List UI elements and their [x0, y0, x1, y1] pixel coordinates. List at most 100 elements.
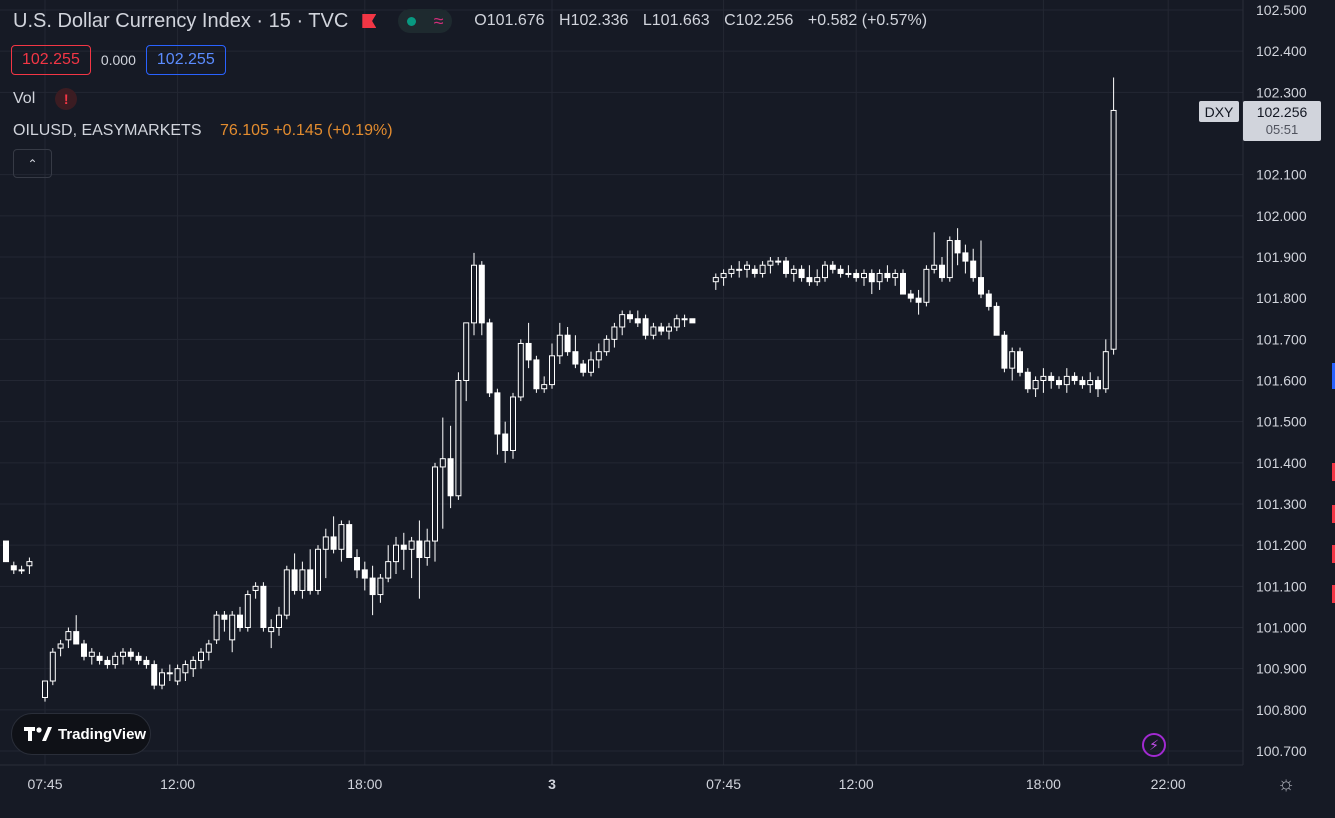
candle-body [268, 627, 275, 633]
ohlc-low: L101.663 [642, 12, 710, 29]
candle [1079, 376, 1086, 389]
time-axis[interactable]: 07:45 12:00 18:00 3 07:45 12:00 18:00 22:00 [0, 764, 1243, 792]
candle-body [1102, 351, 1109, 390]
candle-body [307, 569, 314, 591]
price-tick-label: 101.400 [1256, 455, 1307, 471]
collapse-legend-button[interactable]: ⌃ [13, 149, 52, 178]
price-tick-label: 100.800 [1256, 702, 1307, 718]
candle-body [120, 651, 126, 657]
candle-body [166, 672, 173, 675]
candle-body [853, 272, 860, 279]
candle-body [627, 314, 633, 320]
candle [884, 265, 891, 282]
candle-body [634, 318, 641, 324]
candle [627, 310, 633, 323]
candle [658, 322, 665, 336]
candle-body [494, 392, 501, 435]
candle [603, 335, 610, 356]
candle [556, 322, 563, 365]
candle [432, 462, 438, 562]
compare-symbol-legend[interactable]: OILUSD, EASYMARKETS 76.105 +0.145 (+0.19… [13, 122, 393, 140]
warning-icon[interactable]: ! [55, 88, 78, 110]
candle-body [1056, 380, 1062, 386]
candle [283, 565, 290, 620]
candle-body [517, 342, 524, 398]
candle [744, 261, 750, 278]
candle [42, 680, 48, 702]
candle-body [845, 272, 852, 275]
candle-body [260, 585, 267, 628]
gear-icon[interactable]: ☼ [1276, 773, 1296, 795]
candle [424, 528, 431, 566]
candle-body [907, 293, 914, 299]
candle-body [822, 264, 828, 279]
tradingview-logo[interactable]: TradingView [11, 713, 151, 755]
compare-symbol-value: 76.105 +0.145 (+0.19%) [219, 122, 393, 139]
candle-body [330, 536, 337, 550]
volume-study-legend[interactable]: Vol ! [13, 88, 78, 110]
candle [595, 343, 602, 369]
candle [619, 310, 626, 336]
candle [330, 516, 337, 554]
candle-body [580, 363, 587, 373]
edge-marker-red [1332, 463, 1335, 481]
candle [88, 648, 95, 665]
time-tick-label: 18:00 [1026, 776, 1061, 792]
candle [96, 652, 103, 665]
candle [712, 273, 719, 290]
candle [868, 269, 875, 295]
price-tick-label: 101.500 [1256, 414, 1307, 430]
sell-price-button[interactable]: 102.255 [11, 45, 91, 75]
candle-body [775, 260, 782, 263]
candle-body [525, 342, 532, 361]
candle [3, 540, 9, 563]
price-tick-label: 101.300 [1256, 496, 1307, 512]
candle [689, 318, 696, 324]
candle-body [564, 334, 571, 353]
candle [486, 318, 493, 397]
candle-body [3, 540, 9, 563]
candle [268, 619, 275, 649]
candle [104, 656, 111, 669]
candle [213, 611, 220, 644]
candle-body [1032, 380, 1039, 390]
market-status-pill[interactable]: ≈ [398, 9, 453, 33]
candle-body [221, 614, 228, 620]
compare-symbol-name: OILUSD, EASYMARKETS [13, 122, 202, 139]
buy-price-button[interactable]: 102.255 [145, 45, 226, 75]
candle [471, 252, 477, 336]
candle [611, 322, 618, 348]
candle-body [237, 614, 243, 629]
candle [205, 639, 212, 661]
symbol-title[interactable]: U.S. Dollar Currency Index · 15 · TVC [13, 9, 349, 32]
candle-body [276, 614, 282, 629]
candle [229, 611, 236, 653]
candle [1095, 376, 1101, 397]
ohlc-legend: O101.676 H102.336 L101.663 C102.256 +0.5… [474, 12, 937, 30]
candle-body [88, 651, 95, 657]
candle-body [861, 272, 867, 279]
candle [720, 269, 727, 286]
candle-body [1048, 375, 1055, 381]
candle [783, 257, 789, 278]
candle-body [346, 524, 353, 559]
candle-body [315, 548, 321, 591]
lightning-icon[interactable]: ⚡︎ [1142, 733, 1166, 757]
candle [946, 236, 953, 282]
candle-body [229, 614, 236, 641]
candle-body [798, 268, 805, 279]
candle [291, 553, 298, 595]
candle-body [939, 264, 945, 279]
candle-body [112, 655, 119, 666]
last-price-label: 102.256 05:51 [1243, 101, 1321, 141]
tradingview-logo-text: TradingView [58, 725, 147, 743]
flag-icon[interactable] [362, 14, 377, 28]
candle-body [541, 384, 548, 390]
candle [829, 261, 836, 274]
candle [369, 565, 376, 616]
candle [728, 265, 735, 278]
candle [759, 261, 766, 278]
candle [143, 656, 150, 669]
candle [393, 536, 399, 574]
